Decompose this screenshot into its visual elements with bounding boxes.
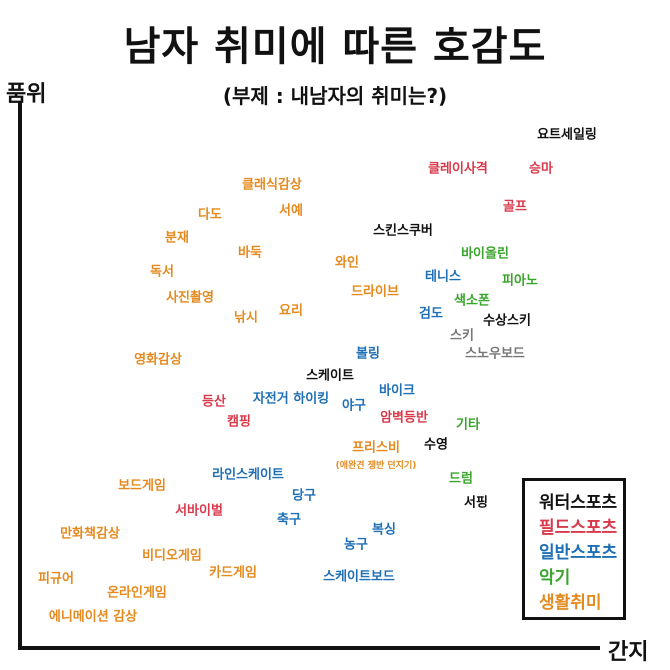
hobby-label: 수영 [424, 438, 448, 453]
hobby-label: 테니스 [425, 270, 461, 285]
hobby-label: 영화감상 [134, 352, 182, 368]
hobby-label: 와인 [335, 255, 359, 271]
hobby-label: 축구 [277, 512, 301, 528]
hobby-label: 스키 [450, 329, 474, 344]
hobby-label: 승마 [529, 161, 553, 177]
hobby-label: (애완견 쟁반 던지기) [336, 459, 417, 471]
hobby-label: 농구 [344, 538, 368, 553]
hobby-label: 바이크 [379, 383, 415, 399]
hobby-label: 자전거 하이킹 [253, 391, 329, 407]
chart-subtitle: (부제 : 내남자의 취미는?) [222, 84, 448, 108]
legend-item-music: 악기 [539, 568, 571, 588]
hobby-label: 클래식감상 [242, 177, 302, 193]
hobby-label: 당구 [292, 488, 316, 504]
hobby-label: 드라이브 [351, 284, 399, 300]
hobby-label: 보드게임 [118, 479, 166, 494]
hobby-label: 다도 [198, 207, 222, 223]
hobby-label: 골프 [503, 200, 527, 215]
hobby-label: 스노우보드 [465, 347, 525, 362]
hobby-label: 스케이트보드 [323, 569, 395, 585]
hobby-label: 에니메이션 감상 [49, 609, 137, 625]
hobby-label: 드럼 [449, 472, 473, 487]
hobby-label: 온라인게임 [107, 585, 167, 601]
hobby-label: 요리 [279, 303, 303, 319]
hobby-label: 등산 [202, 394, 226, 410]
y-axis-label: 품위 [6, 82, 47, 107]
chart-title: 남자 취미에 따른 호감도 [123, 24, 547, 70]
hobby-label: 만화책감상 [60, 526, 120, 542]
hobby-label: 암벽등반 [380, 410, 428, 426]
hobby-label: 야구 [342, 398, 366, 414]
hobby-label: 클레이사격 [428, 161, 488, 177]
chart-axes [18, 102, 600, 650]
legend-item-life: 생활취미 [539, 593, 602, 613]
hobby-label: 비디오게임 [142, 548, 202, 564]
hobby-label: 검도 [419, 307, 443, 322]
hobby-label: 볼링 [356, 347, 380, 362]
hobby-label: 요트세일링 [537, 128, 597, 143]
hobby-label: 기타 [456, 417, 480, 433]
hobby-label: 프리스비 [352, 440, 400, 456]
hobby-label: 사진촬영 [166, 290, 214, 306]
hobby-label: 낚시 [234, 310, 258, 326]
legend-item-general: 일반스포츠 [539, 543, 618, 563]
chart-legend: 워터스포츠 필드스포츠 일반스포츠 악기 생활취미 [522, 478, 626, 620]
hobby-label: 색소폰 [454, 294, 490, 309]
hobby-label: 분재 [165, 231, 189, 246]
hobby-label: 카드게임 [209, 566, 257, 581]
x-axis-label: 간지 [608, 640, 649, 665]
legend-item-field: 필드스포츠 [539, 518, 618, 538]
hobby-label: 캠핑 [227, 414, 251, 430]
hobby-label: 복싱 [372, 523, 396, 538]
hobby-label: 스케이트 [306, 368, 354, 384]
hobby-label: 서예 [279, 203, 303, 219]
hobby-label: 서핑 [464, 495, 488, 511]
hobby-label: 바둑 [238, 245, 262, 261]
hobby-label: 독서 [150, 265, 174, 280]
hobby-label: 피규어 [38, 571, 74, 587]
hobby-label: 라인스케이트 [212, 467, 284, 483]
hobby-label: 바이올린 [461, 246, 509, 262]
hobby-label: 스킨스쿠버 [373, 223, 433, 239]
hobby-label: 서바이벌 [175, 503, 223, 519]
hobby-label: 피아노 [502, 273, 538, 289]
hobby-label: 수상스키 [483, 314, 531, 329]
legend-item-water: 워터스포츠 [539, 493, 618, 513]
